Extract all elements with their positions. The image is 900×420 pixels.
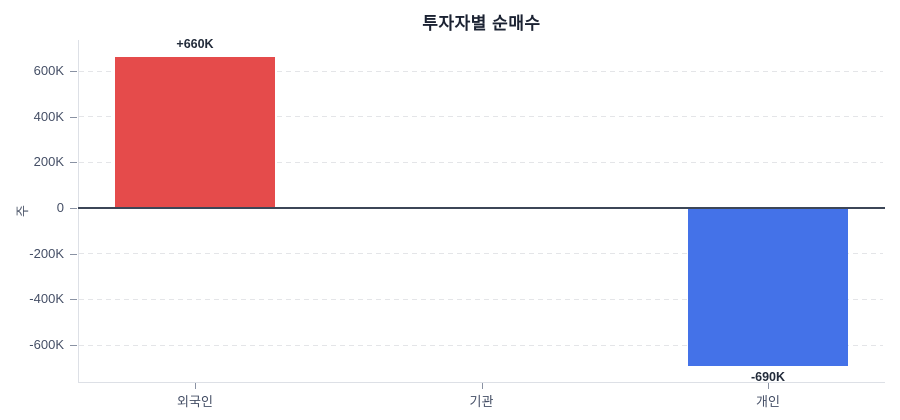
- chart-title: 투자자별 순매수: [422, 14, 541, 33]
- gridline: [79, 253, 883, 255]
- gridline: [79, 298, 883, 300]
- y-tick-mark: [70, 253, 77, 255]
- y-axis-spine: [78, 40, 79, 382]
- x-tick-mark: [768, 383, 769, 389]
- y-tick-label: -400K: [29, 291, 64, 307]
- gridline: [79, 116, 883, 118]
- y-tick-mark: [70, 116, 77, 118]
- x-tick-mark: [195, 383, 196, 389]
- y-tick-mark: [70, 71, 77, 72]
- x-tick-label-2: 기관: [469, 394, 494, 409]
- x-tick-mark: [481, 383, 483, 389]
- y-tick-label: 0: [56, 200, 64, 215]
- bar-value-label: -690K: [750, 369, 786, 384]
- y-tick-label: -200K: [29, 245, 64, 261]
- gridline: [79, 161, 883, 163]
- y-tick-label: -600K: [29, 337, 64, 352]
- y-tick-label: 600K: [33, 63, 64, 78]
- bar-value-label: +660K: [176, 37, 214, 52]
- bar-외국인[interactable]: [115, 57, 275, 208]
- y-tick-label: 400K: [33, 108, 64, 124]
- zero-line: [78, 207, 885, 209]
- y-tick-mark: [70, 162, 77, 164]
- y-tick-mark: [70, 345, 77, 346]
- y-tick-mark: [70, 208, 77, 209]
- x-axis-spine: [78, 382, 885, 383]
- gridline: [79, 70, 883, 72]
- y-tick-mark: [70, 299, 77, 301]
- x-tick-label-1: 외국인: [177, 394, 213, 409]
- y-tick-label: 200K: [33, 154, 64, 170]
- x-tick-label-3: 개인: [756, 394, 780, 409]
- bar-개인[interactable]: [688, 208, 848, 366]
- gridline: [79, 344, 883, 346]
